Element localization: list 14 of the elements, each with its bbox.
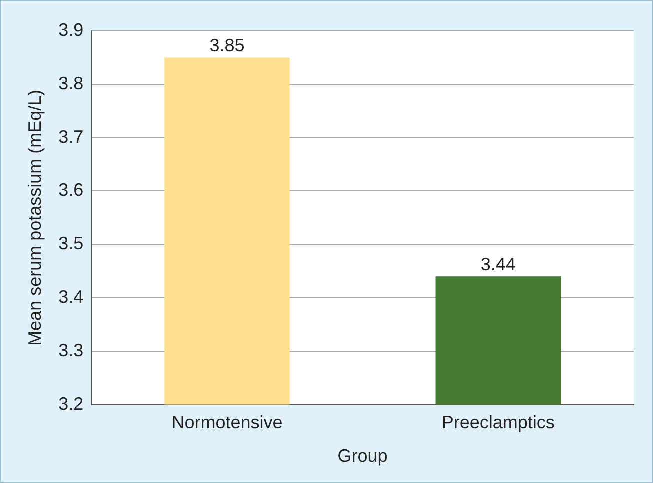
x-axis-title: Group (338, 446, 388, 466)
data-label: 3.44 (480, 254, 516, 275)
y-tick-label: 3.8 (58, 73, 84, 94)
y-tick-label: 3.4 (58, 286, 84, 307)
x-tick-label: Preeclamptics (442, 412, 555, 433)
y-tick-label: 3.5 (58, 234, 84, 254)
y-tick-label: 3.9 (58, 20, 84, 40)
data-label: 3.85 (210, 36, 245, 56)
y-tick-label: 3.2 (58, 394, 84, 414)
y-tick-label: 3.7 (58, 126, 84, 147)
y-tick-label: 3.3 (58, 340, 84, 360)
y-axis-title: Mean serum potassium (mEq/L) (24, 90, 45, 346)
x-tick-label: Normotensive (172, 412, 283, 433)
y-tick-label: 3.6 (58, 180, 84, 200)
